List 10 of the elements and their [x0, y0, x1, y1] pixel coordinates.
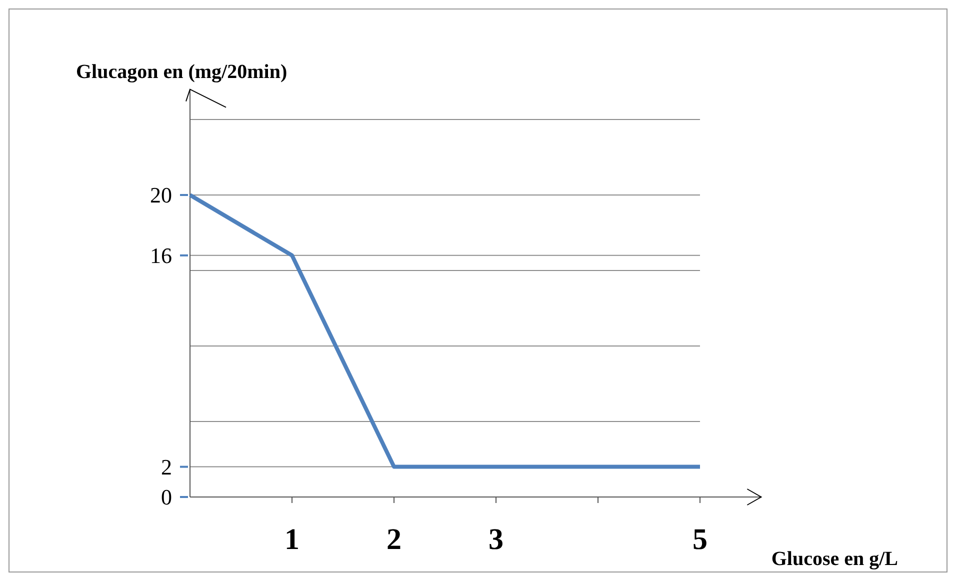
y-tick-label: 2 [161, 454, 172, 480]
x-tick-label: 2 [386, 523, 402, 556]
y-tick-label: 20 [150, 182, 172, 208]
y-axis-title: Glucagon en (mg/20min) [76, 61, 288, 83]
x-tick-label: 3 [488, 523, 504, 556]
x-tick-label: 1 [284, 523, 300, 556]
y-tick-label: 0 [161, 484, 172, 510]
x-axis-title: Glucose en g/L [771, 548, 898, 570]
x-tick-label: 5 [692, 523, 708, 556]
y-tick-label: 16 [150, 243, 172, 268]
